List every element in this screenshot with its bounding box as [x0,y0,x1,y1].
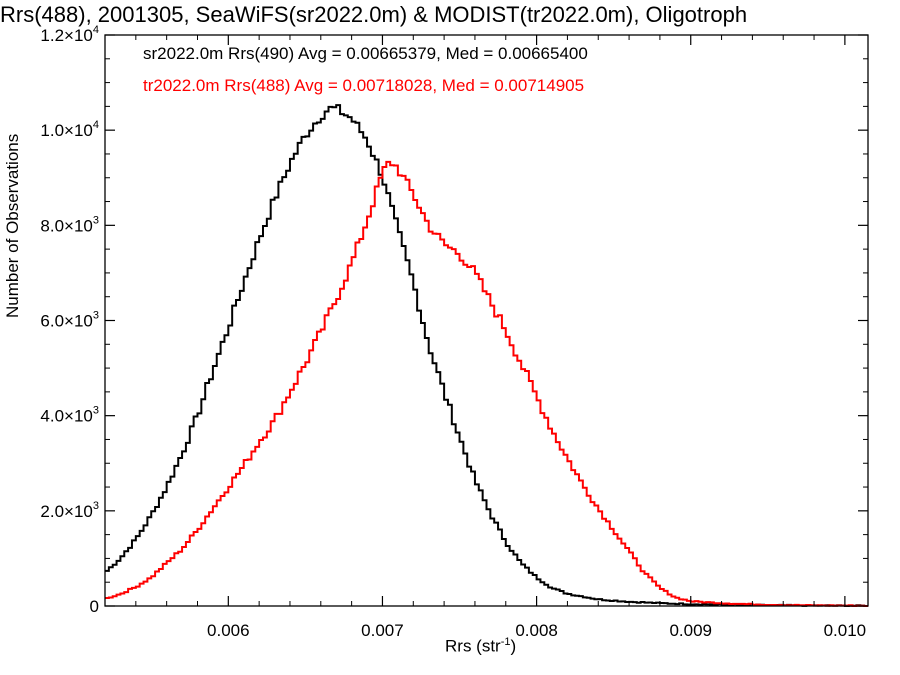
x-tick-label-4: 0.010 [824,621,867,640]
plot-frame [104,34,869,607]
x-axis-label-end: ) [510,636,517,656]
x-axis-label: Rrs (str-1) [445,636,516,657]
y-tick-label-3: 6.0×103 [40,310,99,331]
series-line-1 [105,160,868,607]
x-axis-label-exponent: -1 [500,636,511,648]
x-tick-label-0: 0.006 [207,621,250,640]
y-tick-label-1: 2.0×103 [40,500,99,521]
y-axis-label: Number of Observations [3,133,22,318]
y-tick-label-0: 0 [90,597,99,616]
x-tick-label-3: 0.009 [669,621,712,640]
y-tick-label-4: 8.0×103 [40,214,99,235]
x-tick-label-1: 0.007 [361,621,404,640]
series-layer [105,104,868,607]
annotation-modist: tr2022.0m Rrs(488) Avg = 0.00718028, Med… [143,76,585,95]
y-tick-label-2: 4.0×103 [40,405,99,426]
chart-title: Rrs(488), 2001305, SeaWiFS(sr2022.0m) & … [0,2,748,27]
axes-layer: 0.006 0.007 0.008 0.009 0.010 0 2.0×103 4.0×103… [40,24,869,640]
x-tick-label-2: 0.008 [515,621,558,640]
annotation-seawifs: sr2022.0m Rrs(490) Avg = 0.00665379, Med… [143,44,588,63]
y-tick-label-6: 1.2×104 [40,24,99,45]
x-axis-label-main: Rrs (str [445,636,501,656]
series-line-0 [105,104,868,607]
y-tick-label-5: 1.0×104 [40,119,99,140]
